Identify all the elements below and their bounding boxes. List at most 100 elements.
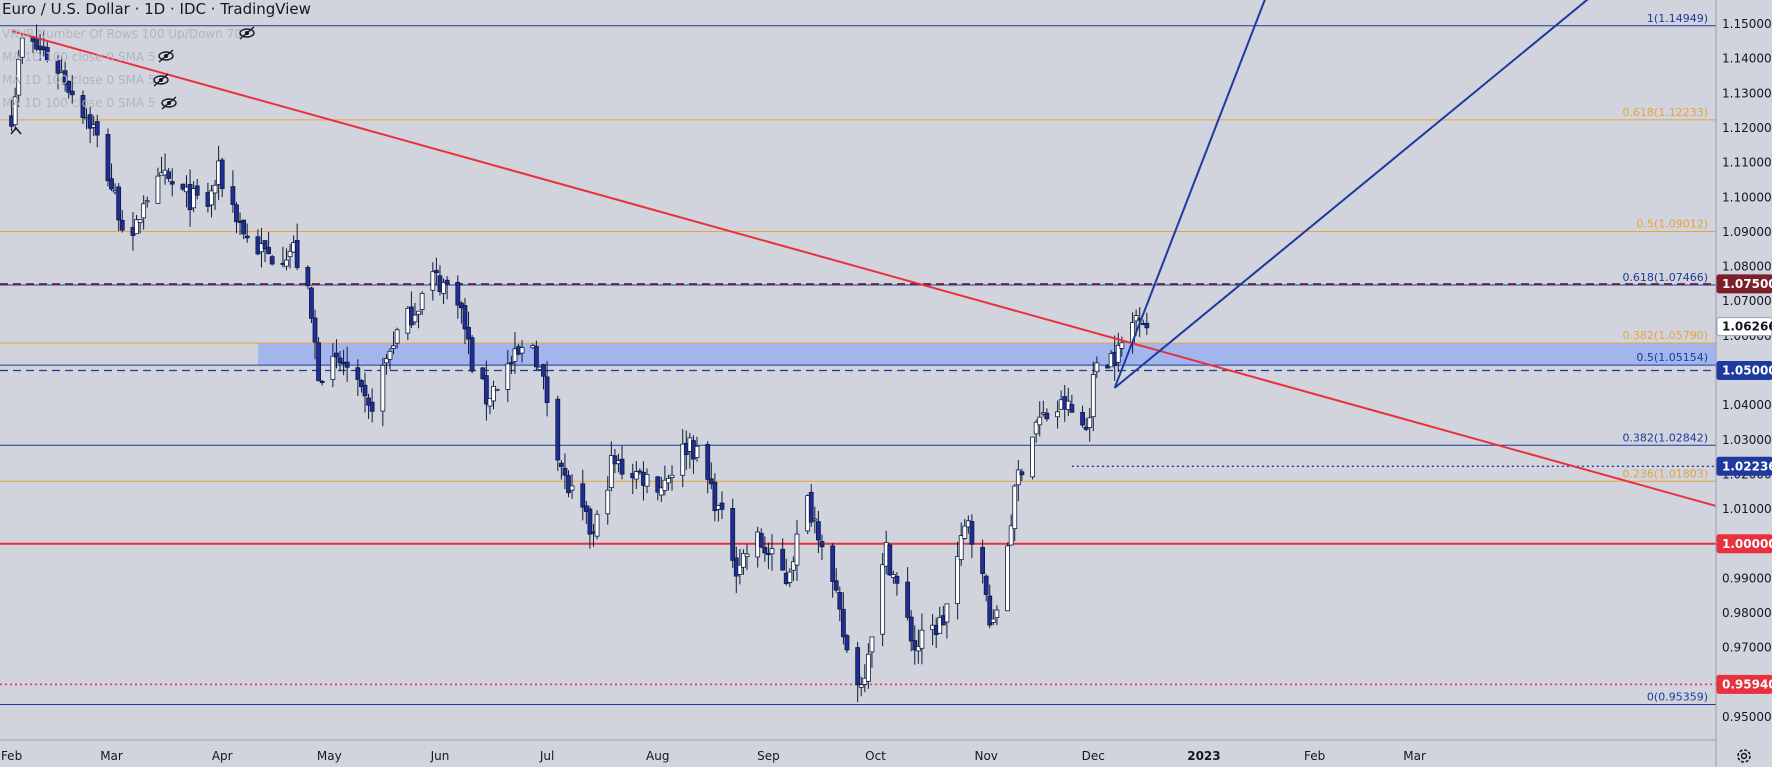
price-axis-background[interactable] bbox=[1716, 0, 1772, 767]
candle-body bbox=[637, 470, 643, 473]
candle bbox=[466, 311, 471, 355]
hide-indicator-eye-icon[interactable] bbox=[161, 96, 177, 110]
time-tick-label: Apr bbox=[212, 749, 233, 763]
candle-body bbox=[569, 485, 575, 491]
candle bbox=[1087, 408, 1093, 442]
candle bbox=[969, 514, 975, 559]
trendline-uptrend[interactable] bbox=[1114, 0, 1716, 389]
candle-body bbox=[312, 317, 318, 343]
candle-body bbox=[1008, 525, 1014, 546]
candle-body bbox=[519, 347, 525, 354]
candle-body bbox=[769, 548, 775, 555]
candle bbox=[791, 556, 796, 582]
candle bbox=[1012, 484, 1018, 542]
candle bbox=[694, 436, 700, 462]
candle bbox=[958, 522, 964, 566]
candle-body bbox=[1044, 412, 1050, 420]
price-tick-label: 1.01000 bbox=[1722, 502, 1772, 516]
candle-body bbox=[441, 282, 446, 294]
candle bbox=[912, 625, 918, 665]
trendlines[interactable] bbox=[11, 0, 1717, 507]
candle-body bbox=[1012, 485, 1018, 530]
candle-body bbox=[1069, 404, 1075, 413]
candle-body bbox=[508, 362, 514, 365]
candle-body bbox=[837, 592, 843, 610]
trendline-downtrend[interactable] bbox=[11, 29, 1717, 507]
price-badge-box bbox=[1716, 534, 1772, 554]
candle-body bbox=[694, 445, 700, 458]
candle-body bbox=[555, 398, 561, 461]
candle-body bbox=[944, 603, 950, 623]
candle bbox=[433, 257, 439, 284]
candle-body bbox=[955, 556, 961, 604]
candle bbox=[355, 359, 361, 397]
collapse-legend-chevron-up-icon[interactable] bbox=[10, 126, 22, 135]
candle bbox=[483, 360, 489, 421]
candle bbox=[1055, 400, 1060, 429]
candle bbox=[508, 355, 514, 374]
indicator-label-vrvp: VRVP Number Of Rows 100 Up/Down 70 bbox=[2, 27, 242, 41]
candle-body bbox=[433, 269, 439, 274]
candle-body bbox=[412, 314, 418, 323]
candle-body bbox=[69, 90, 75, 96]
candle-body bbox=[287, 250, 293, 258]
candle bbox=[994, 605, 1000, 626]
candle bbox=[619, 445, 625, 480]
candle bbox=[191, 181, 197, 213]
time-tick-label: Jul bbox=[539, 749, 554, 763]
price-tick-label: 1.14000 bbox=[1722, 52, 1772, 66]
candle-body bbox=[762, 547, 768, 554]
candle-body bbox=[983, 575, 989, 595]
price-tick-label: 1.10000 bbox=[1722, 190, 1772, 204]
candle-body bbox=[990, 618, 996, 623]
candle-body bbox=[905, 581, 911, 618]
chart-settings-gear-icon[interactable] bbox=[1737, 749, 1751, 763]
candle bbox=[491, 380, 496, 410]
hide-indicator-eye-icon[interactable] bbox=[153, 73, 169, 87]
time-axis[interactable]: Feb Mar Apr May Jun Jul Aug Sep Oct Nov Dec 2023 Feb… bbox=[1, 749, 1426, 763]
candle bbox=[391, 331, 396, 355]
candle bbox=[241, 219, 247, 240]
trendline-channel[interactable] bbox=[1113, 0, 1269, 389]
candle bbox=[794, 519, 800, 581]
candle-body bbox=[483, 375, 489, 405]
candle bbox=[269, 254, 275, 266]
candle-body bbox=[480, 367, 486, 380]
candle bbox=[705, 441, 711, 494]
candle bbox=[284, 248, 289, 271]
candle bbox=[141, 195, 147, 230]
candle-body bbox=[294, 240, 300, 268]
candle-body bbox=[794, 533, 800, 566]
candle-body bbox=[987, 595, 993, 626]
time-tick-label: Nov bbox=[974, 749, 997, 763]
time-tick-label: Oct bbox=[865, 749, 886, 763]
candle bbox=[287, 243, 293, 269]
candle bbox=[80, 90, 86, 124]
hide-indicator-eye-icon[interactable] bbox=[239, 26, 255, 40]
candle-body bbox=[512, 348, 518, 362]
candle bbox=[294, 223, 300, 271]
candle-body bbox=[1037, 416, 1043, 426]
candle bbox=[808, 484, 814, 527]
candle bbox=[1080, 405, 1085, 428]
candle bbox=[137, 219, 143, 234]
time-tick-label: Jun bbox=[430, 749, 450, 763]
candle-body bbox=[712, 481, 718, 512]
candle-body bbox=[169, 181, 175, 185]
candle bbox=[855, 641, 861, 703]
candle-body bbox=[962, 525, 968, 539]
candle bbox=[655, 475, 661, 501]
candle bbox=[658, 476, 664, 503]
candle bbox=[730, 498, 736, 569]
candle bbox=[169, 168, 175, 197]
hide-indicator-eye-icon[interactable] bbox=[158, 49, 174, 63]
candle bbox=[955, 541, 961, 620]
candle bbox=[380, 357, 386, 427]
candle-body bbox=[455, 281, 461, 306]
candle bbox=[94, 114, 100, 148]
candle bbox=[116, 183, 122, 232]
candle bbox=[512, 332, 518, 374]
candle-body bbox=[505, 363, 511, 390]
fib-level-label: 1(1.14949) bbox=[1647, 12, 1708, 25]
